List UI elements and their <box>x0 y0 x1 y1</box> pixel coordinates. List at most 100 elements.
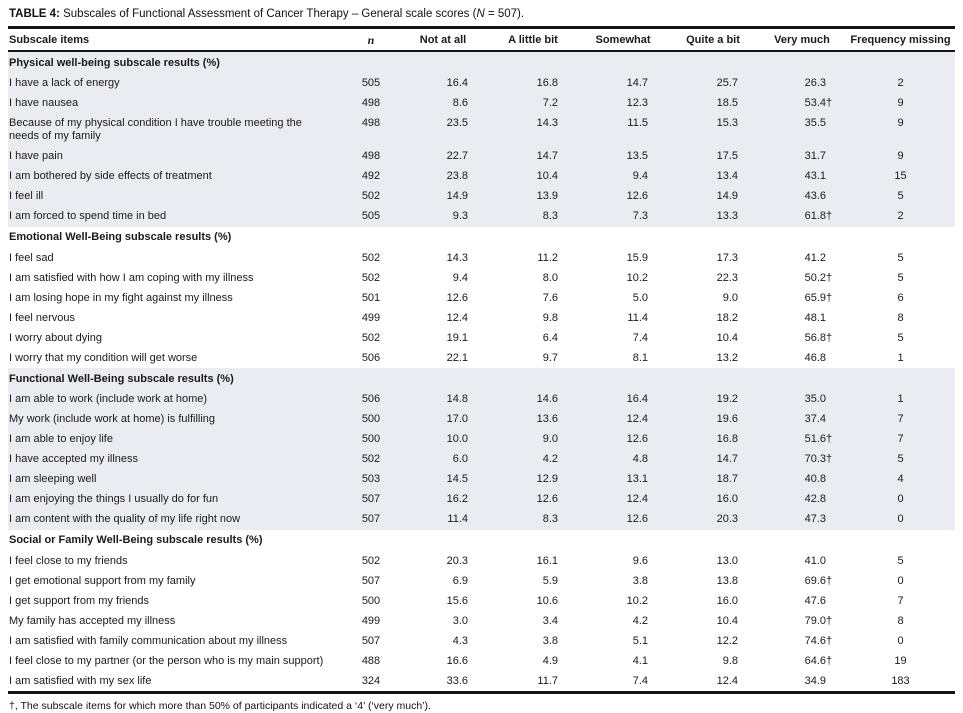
value-cell: 18.7 <box>668 469 758 490</box>
value-cell: 4.8 <box>578 449 668 470</box>
table-row: My work (include work at home) is fulfil… <box>8 409 955 430</box>
n-cell: 502 <box>344 449 398 470</box>
value-cell: 16.8 <box>488 73 578 94</box>
value-cell: 6.9 <box>452 574 468 587</box>
value-cell: 8.3 <box>488 206 578 227</box>
item-cell: I am forced to spend time in bed <box>8 206 344 227</box>
n-cell: 502 <box>361 554 381 567</box>
missing-cell: 0 <box>846 489 955 510</box>
value-cell: 12.9 <box>488 469 578 490</box>
item-cell: I worry about dying <box>9 331 102 344</box>
item-cell: I am able to enjoy life <box>8 429 344 450</box>
table-row: I get emotional support from my family 50… <box>8 571 955 591</box>
value-cell: 3.0 <box>452 614 468 627</box>
missing-cell: 5 <box>897 554 904 567</box>
value-cell: 69.6† <box>804 574 833 587</box>
column-header-quite-a-bit: Quite a bit <box>668 27 758 52</box>
n-cell: 501 <box>361 291 381 304</box>
table-row: I am satisfied with my sex life 324 33.6 11… <box>8 671 955 693</box>
value-cell: 48.1 <box>804 311 826 324</box>
value-cell: 8.6 <box>398 93 488 114</box>
value-cell: 13.2 <box>716 351 738 364</box>
value-cell: 14.3 <box>446 251 468 264</box>
value-cell: 6.0 <box>398 449 488 470</box>
header-row: Subscale items n Not at all A little bit… <box>8 27 955 52</box>
value-cell: 9.4 <box>452 271 468 284</box>
value-cell: 23.8 <box>398 166 488 187</box>
value-cell: 19.6 <box>668 409 758 430</box>
table-row: I worry about dying 502 19.1 6.4 7.4 10.4 56.8… <box>8 328 955 348</box>
value-cell: 26.3 <box>758 73 846 94</box>
value-cell: 5.0 <box>632 291 648 304</box>
n-cell: 506 <box>344 389 398 410</box>
value-cell: 5.9 <box>542 574 558 587</box>
value-cell: 9.0 <box>722 291 738 304</box>
table-body: Physical well-being subscale results (%)… <box>8 51 955 693</box>
item-cell: I have accepted my illness <box>8 449 344 470</box>
value-cell: 12.6 <box>488 489 578 510</box>
value-cell: 12.6 <box>446 291 468 304</box>
value-cell: 13.5 <box>578 146 668 167</box>
n-cell: 488 <box>361 654 381 667</box>
value-cell: 15.9 <box>626 251 648 264</box>
column-header-very-much: Very much <box>758 27 846 52</box>
value-cell: 14.9 <box>668 186 758 207</box>
value-cell: 9.0 <box>488 429 578 450</box>
value-cell: 13.4 <box>668 166 758 187</box>
section-header-row: Functional Well-Being subscale results (… <box>8 368 955 390</box>
missing-cell: 183 <box>891 674 910 687</box>
value-cell: 35.5 <box>758 113 846 147</box>
value-cell: 12.2 <box>716 634 738 647</box>
value-cell: 31.7 <box>758 146 846 167</box>
value-cell: 13.3 <box>668 206 758 227</box>
value-cell: 35.0 <box>758 389 846 410</box>
value-cell: 11.5 <box>578 113 668 147</box>
item-cell: I worry that my condition will get worse <box>9 351 198 364</box>
table-row: I worry that my condition will get worse… <box>8 348 955 368</box>
table-row: I am able to work (include work at home)… <box>8 389 955 410</box>
value-cell: 56.8† <box>804 331 833 344</box>
value-cell: 13.6 <box>488 409 578 430</box>
section-header-row: Social or Family Well-Being subscale res… <box>8 530 955 552</box>
value-cell: 16.4 <box>398 73 488 94</box>
value-cell: 5.1 <box>632 634 648 647</box>
column-header-n: n <box>344 27 398 52</box>
value-cell: 14.5 <box>398 469 488 490</box>
value-cell: 43.6 <box>758 186 846 207</box>
missing-cell: 4 <box>846 469 955 490</box>
value-cell: 14.7 <box>668 449 758 470</box>
section-header-row: Emotional Well-Being subscale results (%… <box>8 227 955 249</box>
value-cell: 14.7 <box>488 146 578 167</box>
item-cell: I am satisfied with my sex life <box>9 674 152 687</box>
n-cell: 502 <box>361 271 381 284</box>
item-cell: I have pain <box>8 146 344 167</box>
table-title: TABLE 4: Subscales of Functional Assessm… <box>8 5 955 26</box>
item-cell: I get support from my friends <box>9 594 149 607</box>
column-header-somewhat: Somewhat <box>578 27 668 52</box>
value-cell: 18.5 <box>668 93 758 114</box>
fact-g-subscales-table: Subscale items n Not at all A little bit… <box>8 26 955 694</box>
table-row: I am bothered by side effects of treatme… <box>8 166 955 187</box>
value-cell: 25.7 <box>668 73 758 94</box>
table-row: I have a lack of energy 505 16.4 16.8 14.7 25… <box>8 73 955 94</box>
value-cell: 50.2† <box>804 271 833 284</box>
value-cell: 16.0 <box>668 489 758 510</box>
value-cell: 9.7 <box>542 351 558 364</box>
value-cell: 4.3 <box>452 634 468 647</box>
item-cell: I am sleeping well <box>8 469 344 490</box>
value-cell: 4.2 <box>488 449 578 470</box>
item-cell: I get emotional support from my family <box>9 574 196 587</box>
n-cell: 500 <box>361 594 381 607</box>
value-cell: 16.8 <box>668 429 758 450</box>
value-cell: 12.4 <box>578 489 668 510</box>
value-cell: 19.2 <box>668 389 758 410</box>
table-title-n-symbol: N <box>476 8 485 20</box>
item-cell: My family has accepted my illness <box>9 614 176 627</box>
missing-cell: 0 <box>897 574 904 587</box>
missing-cell: 8 <box>897 311 904 324</box>
value-cell: 64.6† <box>804 654 833 667</box>
table-row: I have pain 498 22.7 14.7 13.5 17.5 31.7 9 <box>8 146 955 167</box>
item-cell: I have a lack of energy <box>8 73 344 94</box>
value-cell: 3.4 <box>542 614 558 627</box>
table-row: I am losing hope in my fight against my … <box>8 288 955 308</box>
